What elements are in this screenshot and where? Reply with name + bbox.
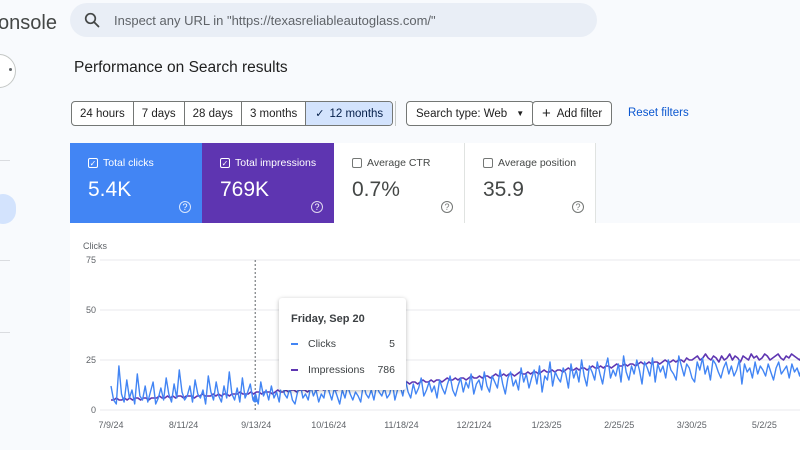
search-placeholder: Inspect any URL in "https://texasreliabl… — [114, 12, 436, 28]
range-label: 12 months — [329, 107, 384, 120]
reset-filters-link[interactable]: Reset filters — [628, 107, 689, 119]
tooltip-date: Friday, Sep 20 — [291, 313, 365, 325]
range-label: 7 days — [141, 107, 176, 120]
y-tick-label: 75 — [86, 255, 96, 265]
performance-chart[interactable]: Clicks 75 50 25 07/9/24 8/11/24 9/13/24 10/16/2… — [70, 223, 800, 450]
checkbox-checked-icon[interactable]: ✓ — [88, 158, 98, 168]
range-12-months[interactable]: ✓ 12 months — [306, 102, 393, 125]
add-filter-label: Add filter — [556, 107, 603, 120]
plus-icon — [9, 68, 12, 71]
page-title: Performance on Search results — [74, 59, 288, 76]
search-type-label: Search type: Web — [416, 107, 508, 120]
help-icon[interactable]: ? — [179, 201, 191, 213]
tooltip-series-value: 786 — [377, 364, 395, 376]
dropdown-arrow-icon: ▼ — [516, 109, 525, 118]
y-tick-label: 25 — [86, 355, 96, 365]
tooltip-row-impressions: Impressions 786 — [291, 364, 395, 376]
sidebar-item-performance[interactable] — [0, 194, 16, 224]
tooltip-series-name: Clicks — [308, 338, 336, 350]
app-title: onsole — [0, 12, 57, 34]
range-7-days[interactable]: 7 days — [134, 102, 185, 125]
metric-label: Average CTR — [367, 157, 431, 169]
add-filter-button[interactable]: + Add filter — [532, 101, 613, 126]
x-tick-label: 1/23/25 — [532, 420, 562, 430]
x-tick-label: 7/9/24 — [98, 420, 123, 430]
create-button[interactable] — [0, 54, 16, 88]
metric-card-total-impressions[interactable]: ✓ Total impressions 769K ? — [202, 143, 334, 223]
metric-card-total-clicks[interactable]: ✓ Total clicks 5.4K ? — [70, 143, 202, 223]
search-icon — [84, 12, 100, 28]
metric-card-average-position[interactable]: Average position 35.9 ? — [465, 143, 596, 223]
metric-value: 769K — [220, 178, 270, 201]
tooltip-series-value: 5 — [389, 338, 395, 350]
tooltip-row-clicks: Clicks 5 — [291, 338, 395, 350]
help-icon[interactable]: ? — [441, 201, 453, 213]
date-range-selector: 24 hours 7 days 28 days 3 months ✓ 12 mon… — [71, 101, 394, 126]
range-3-months[interactable]: 3 months — [242, 102, 307, 125]
range-24-hours[interactable]: 24 hours — [72, 102, 134, 125]
plus-icon: + — [542, 105, 551, 122]
metric-value: 0.7% — [352, 178, 400, 201]
y-axis-label: Clicks — [83, 241, 107, 251]
x-tick-label: 11/18/24 — [384, 420, 418, 430]
chart-tooltip: Friday, Sep 20 Clicks 5 Impressions 786 — [279, 298, 406, 390]
x-tick-label: 10/16/24 — [311, 420, 346, 430]
x-tick-label: 3/30/25 — [677, 420, 707, 430]
rail-divider — [0, 160, 10, 161]
x-tick-label: 8/11/24 — [169, 420, 198, 430]
help-icon[interactable]: ? — [572, 201, 584, 213]
metric-value: 5.4K — [88, 178, 132, 201]
rail-divider — [0, 260, 10, 261]
x-tick-label: 5/2/25 — [752, 420, 777, 430]
chart-panel — [70, 223, 800, 450]
series-line-clicks — [110, 355, 800, 405]
impressions-legend-swatch — [291, 369, 298, 371]
metric-label: Total clicks — [103, 157, 154, 169]
metric-label: Average position — [498, 157, 577, 169]
checkbox-unchecked-icon[interactable] — [352, 158, 362, 168]
y-tick-label: 50 — [86, 305, 96, 315]
help-icon[interactable]: ? — [311, 201, 323, 213]
search-type-dropdown[interactable]: Search type: Web ▼ — [406, 101, 535, 126]
x-tick-label: 12/21/24 — [456, 420, 491, 430]
hover-marker-clicks — [252, 397, 258, 403]
url-inspect-search[interactable]: Inspect any URL in "https://texasreliabl… — [70, 3, 597, 37]
metric-card-average-ctr[interactable]: Average CTR 0.7% ? — [334, 143, 465, 223]
metric-label: Total impressions — [235, 157, 317, 169]
y-tick-label: 0 — [91, 405, 96, 415]
checkbox-unchecked-icon[interactable] — [483, 158, 493, 168]
range-label: 24 hours — [80, 107, 125, 120]
range-label: 3 months — [249, 107, 298, 120]
check-icon: ✓ — [315, 108, 325, 120]
checkbox-checked-icon[interactable]: ✓ — [220, 158, 230, 168]
x-tick-label: 2/25/25 — [604, 420, 634, 430]
range-label: 28 days — [192, 107, 233, 120]
x-tick-label: 9/13/24 — [241, 420, 271, 430]
clicks-legend-swatch — [291, 343, 298, 345]
metric-value: 35.9 — [483, 178, 524, 201]
range-28-days[interactable]: 28 days — [185, 102, 242, 125]
tooltip-series-name: Impressions — [308, 364, 365, 376]
rail-divider — [0, 332, 10, 333]
filter-divider — [395, 101, 396, 126]
